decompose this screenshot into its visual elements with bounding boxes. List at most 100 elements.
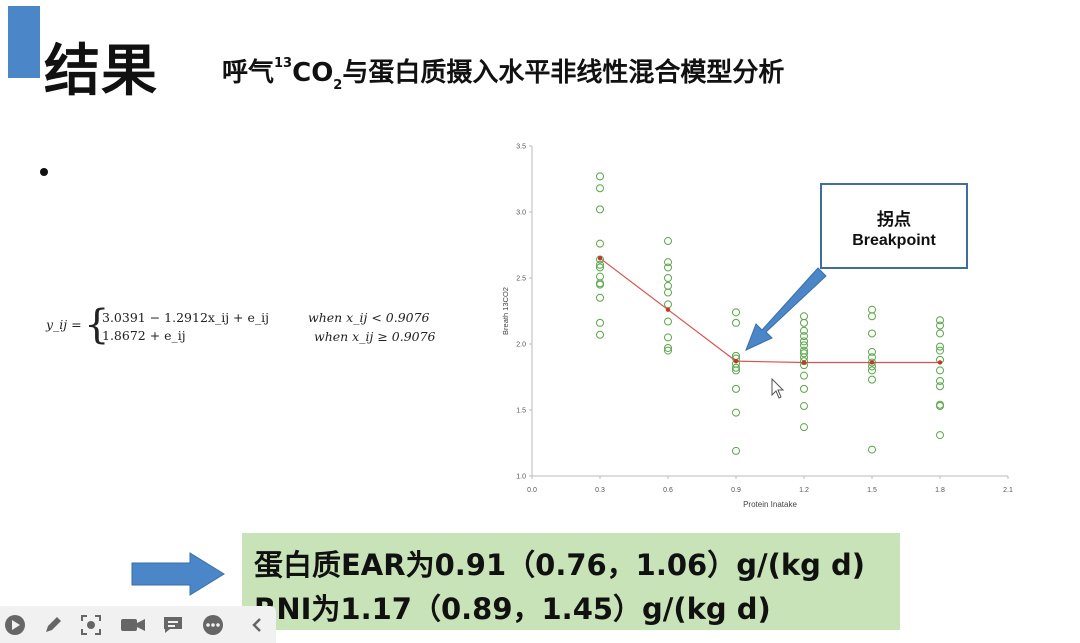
data-point [868, 329, 876, 338]
mouse-cursor-icon [771, 378, 785, 399]
data-point [664, 274, 672, 282]
data-point [868, 347, 876, 356]
data-point [936, 376, 944, 385]
data-point [800, 337, 808, 346]
fit-line-point [665, 307, 671, 312]
data-point [936, 382, 944, 391]
result-arrow-shape [131, 552, 225, 596]
equation-row-1: 3.0391 − 1.2912x_ij + e_ij [102, 310, 270, 325]
callout-label-en: Breakpoint [852, 232, 936, 249]
fit-line-point [801, 360, 807, 365]
y-tick-label: 2.0 [516, 342, 526, 349]
y-tick-label: 1.5 [516, 408, 526, 415]
data-point [732, 308, 740, 317]
result-box: 蛋白质EAR为0.91（0.76，1.06）g/(kg d) RNI为1.17（… [242, 533, 900, 630]
data-point [868, 305, 876, 314]
subtitle-subscript: 2 [333, 78, 343, 93]
data-point [868, 366, 876, 375]
data-point [868, 312, 876, 321]
result-line-ear: 蛋白质EAR为0.91（0.76，1.06）g/(kg d) [254, 548, 865, 582]
equation-condition-1: when x_ij < 0.9076 [308, 310, 430, 325]
data-point [800, 349, 808, 358]
screenshot-icon[interactable] [80, 614, 102, 636]
data-point [596, 272, 604, 281]
x-tick-label: 2.1 [1003, 487, 1013, 494]
chart-svg: 0.0 0.3 0.6 0.9 1.2 1.5 1.8 2.1 1.0 1.5 2.0 2.5 3.0 3… [501, 144, 1013, 510]
data-point [732, 384, 740, 393]
data-point [800, 332, 808, 341]
data-point [596, 263, 604, 272]
data-point [596, 172, 604, 181]
fit-line-point [937, 360, 943, 365]
breakpoint-chart: 0.0 0.3 0.6 0.9 1.2 1.5 1.8 2.1 1.0 1.5 2.0 2.5 3.0 3… [496, 136, 1036, 518]
callout-arrow-shape [745, 267, 827, 351]
data-point [664, 343, 672, 352]
y-axis-label: Breath 13CO2 [501, 287, 510, 335]
data-point [664, 258, 672, 267]
subtitle-superscript: 13 [274, 56, 293, 71]
equation-lhs: y_ij = [46, 317, 82, 332]
data-point [664, 300, 672, 309]
y-tick-label: 3.0 [516, 210, 526, 217]
callout-label-zh: 拐点 [877, 210, 911, 230]
data-point [936, 316, 944, 325]
subtitle-suffix: 与蛋白质摄入水平非线性混合模型分析 [342, 58, 785, 88]
callout-arrow [745, 267, 827, 351]
subtitle-middle: CO [292, 58, 334, 88]
data-point [596, 318, 604, 327]
data-point [800, 318, 808, 327]
data-point [868, 375, 876, 384]
data-point [596, 280, 604, 289]
more-icon[interactable] [202, 614, 224, 636]
comment-icon[interactable] [162, 614, 184, 636]
data-point [936, 366, 944, 375]
data-point [800, 326, 808, 335]
data-point [596, 205, 604, 214]
data-point [936, 321, 944, 330]
breakpoint-callout: 拐点 Breakpoint [820, 183, 968, 269]
y-tick-label: 2.5 [516, 276, 526, 283]
data-point [936, 346, 944, 355]
fit-line-point [733, 358, 739, 364]
title-accent-bar [8, 6, 40, 78]
x-tick-label: 0.9 [731, 487, 741, 494]
x-tick-label: 0.6 [663, 487, 673, 494]
slide-subtitle: 呼气13CO2与蛋白质摄入水平非线性混合模型分析 [222, 52, 785, 93]
data-point [596, 330, 604, 339]
data-point [664, 263, 672, 272]
y-tick-label: 1.0 [516, 474, 526, 481]
x-tick-label: 1.2 [799, 487, 809, 494]
data-point [732, 363, 740, 372]
subtitle-prefix: 呼气 [222, 58, 275, 88]
data-point [596, 239, 604, 248]
data-point [868, 445, 876, 454]
slide-heading: 结果 [44, 39, 158, 104]
pen-icon[interactable] [42, 614, 64, 636]
camera-icon[interactable] [120, 614, 145, 636]
data-point [936, 431, 944, 440]
data-point [936, 402, 944, 411]
data-point [800, 402, 808, 411]
collapse-icon[interactable] [246, 614, 268, 636]
result-line-rni: RNI为1.17（0.89，1.45）g/(kg d) [254, 592, 771, 626]
play-icon[interactable] [4, 614, 26, 636]
data-point [664, 288, 672, 297]
data-point [732, 446, 740, 455]
data-point [732, 408, 740, 417]
data-point [664, 346, 672, 355]
presentation-toolbar [0, 606, 276, 643]
data-point [596, 293, 604, 302]
data-point [800, 423, 808, 432]
data-point [596, 184, 604, 193]
fit-line [599, 257, 940, 364]
x-axis-label: Protein Inatake [743, 500, 797, 509]
fit-line-point [597, 256, 603, 261]
data-point [936, 329, 944, 338]
equation-condition-2: when x_ij ≥ 0.9076 [314, 329, 436, 344]
data-point [800, 371, 808, 380]
data-point [664, 317, 672, 326]
y-tick-label: 3.5 [516, 144, 526, 151]
data-point [596, 260, 604, 269]
data-point [800, 384, 808, 393]
data-point [664, 281, 672, 290]
